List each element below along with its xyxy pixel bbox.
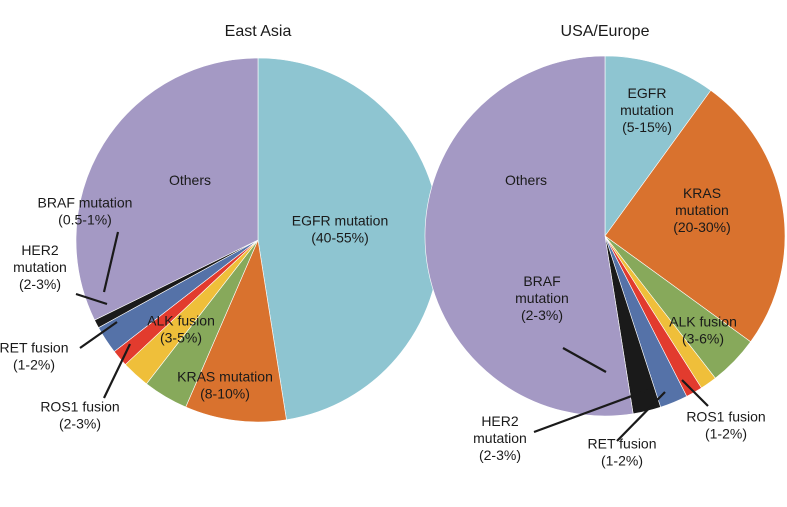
leader-line-braf (102, 231, 120, 293)
data-label-kras: KRAS mutation (20-30%) (673, 185, 731, 235)
data-label-braf: BRAF mutation (2-3%) (515, 273, 569, 323)
data-label-braf: BRAF mutation (0.5-1%) (38, 195, 133, 228)
data-label-her2: HER2 mutation (2-3%) (473, 413, 527, 463)
data-label-ros1: ROS1 fusion (1-2%) (686, 409, 765, 442)
data-label-ros1: ROS1 fusion (2-3%) (40, 399, 119, 432)
data-label-ret: RET fusion (1-2%) (0, 340, 69, 373)
leader-line-her2 (533, 388, 649, 434)
slice-egfr (604, 55, 712, 237)
data-label-alk: ALK fusion (3-6%) (669, 314, 737, 347)
slice-kras (185, 238, 287, 423)
data-label-others: Others (169, 172, 211, 188)
slice-others (424, 55, 634, 417)
leader-line-her2 (75, 292, 108, 306)
data-label-kras: KRAS mutation (8-10%) (177, 369, 273, 402)
chart-title: East Asia (225, 23, 292, 40)
data-label-egfr: EGFR mutation (5-15%) (620, 85, 674, 135)
data-label-others: Others (505, 172, 547, 188)
slice-others (75, 57, 259, 321)
slice-kras (604, 89, 786, 343)
pie-chart-usa-europe: USA/Europe EGFR mutation (5-15%) KRAS mutatio… (424, 23, 786, 469)
leader-line-braf (562, 347, 607, 373)
leader-line-ret (616, 391, 666, 442)
leader-line-ret (79, 321, 118, 349)
pie-chart-east-asia: East Asia EGFR mutation (40-55%) KRAS mutat… (0, 23, 441, 432)
data-label-alk: ALK fusion (3-5%) (147, 313, 215, 346)
chart-title: USA/Europe (561, 23, 650, 40)
data-label-egfr: EGFR mutation (40-55%) (292, 213, 388, 246)
leader-line-ros1 (681, 379, 709, 407)
data-label-her2: HER2 mutation (2-3%) (13, 242, 67, 292)
leader-line-ros1 (103, 343, 131, 399)
data-label-ret: RET fusion (1-2%) (588, 436, 657, 469)
